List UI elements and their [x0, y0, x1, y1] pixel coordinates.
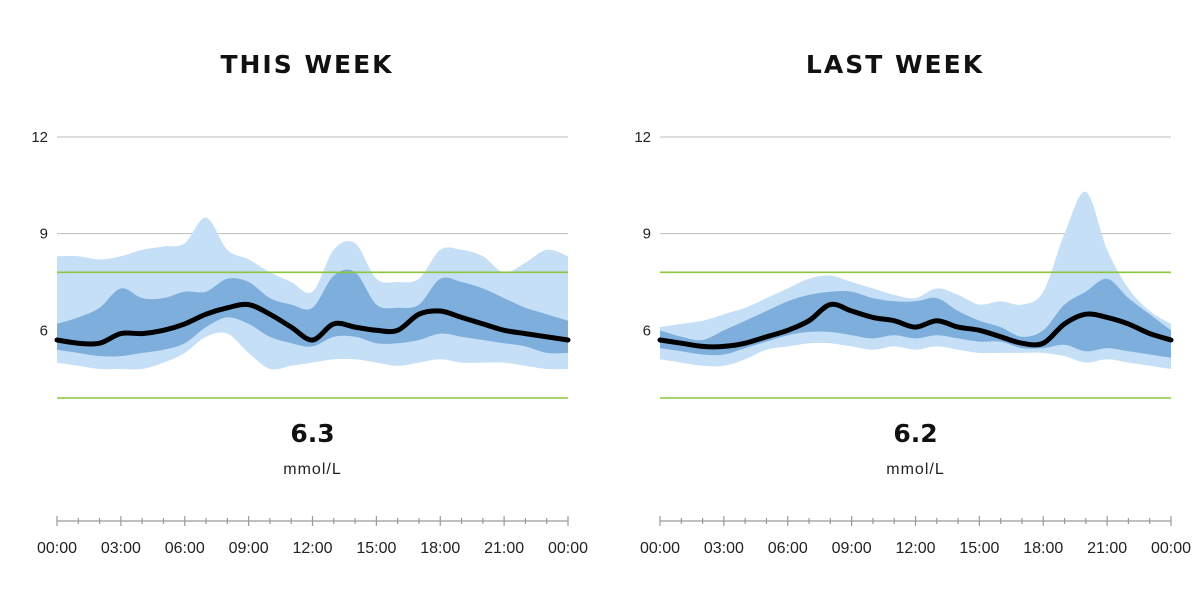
last-week-panel: LAST WEEK 6 9 12 6.2 mmol/L 00:00 03:00 06:00 09:…: [634, 50, 1191, 557]
last-week-x-tick-label: 15:00: [959, 540, 999, 557]
this-week-x-tick-label: 21:00: [484, 540, 524, 557]
last-week-y-tick-label: 9: [643, 226, 651, 243]
last-week-average-value: 6.2: [893, 419, 937, 448]
this-week-average-value: 6.3: [290, 419, 334, 448]
last-week-x-tick-label: 00:00: [1151, 540, 1191, 557]
last-week-median-line: [657, 301, 1174, 350]
last-week-x-tick-label: 06:00: [768, 540, 808, 557]
this-week-panel: THIS WEEK 6 9 12 6.3 mmol/L 00:00 03:00 06:00 09:…: [31, 50, 588, 557]
this-week-title: THIS WEEK: [220, 50, 393, 79]
last-week-x-tick-label: 12:00: [895, 540, 935, 557]
this-week-y-tick-label: 9: [40, 226, 48, 243]
this-week-median-line: [54, 301, 571, 347]
this-week-y-tick-label: 12: [31, 129, 48, 146]
last-week-y-tick-label: 6: [643, 322, 651, 339]
last-week-average-unit: mmol/L: [886, 461, 944, 478]
last-week-x-tick-label: 09:00: [832, 540, 872, 557]
this-week-inner-band: [57, 269, 568, 357]
last-week-title: LAST WEEK: [806, 50, 984, 79]
this-week-x-tick-label: 12:00: [292, 540, 332, 557]
last-week-y-tick-label: 12: [634, 129, 651, 146]
this-week-x-tick-label: 06:00: [165, 540, 205, 557]
this-week-x-tick-label: 09:00: [229, 540, 269, 557]
this-week-y-tick-label: 6: [40, 322, 48, 339]
last-week-x-tick-label: 03:00: [704, 540, 744, 557]
last-week-x-tick-label: 00:00: [640, 540, 680, 557]
last-week-x-tick-label: 18:00: [1023, 540, 1063, 557]
this-week-x-tick-label: 00:00: [37, 540, 77, 557]
this-week-x-tick-label: 18:00: [420, 540, 460, 557]
last-week-inner-band: [660, 278, 1171, 358]
this-week-x-tick-label: 00:00: [548, 540, 588, 557]
this-week-average-unit: mmol/L: [283, 461, 341, 478]
this-week-x-tick-label: 15:00: [356, 540, 396, 557]
this-week-x-tick-label: 03:00: [101, 540, 141, 557]
last-week-x-tick-label: 21:00: [1087, 540, 1127, 557]
